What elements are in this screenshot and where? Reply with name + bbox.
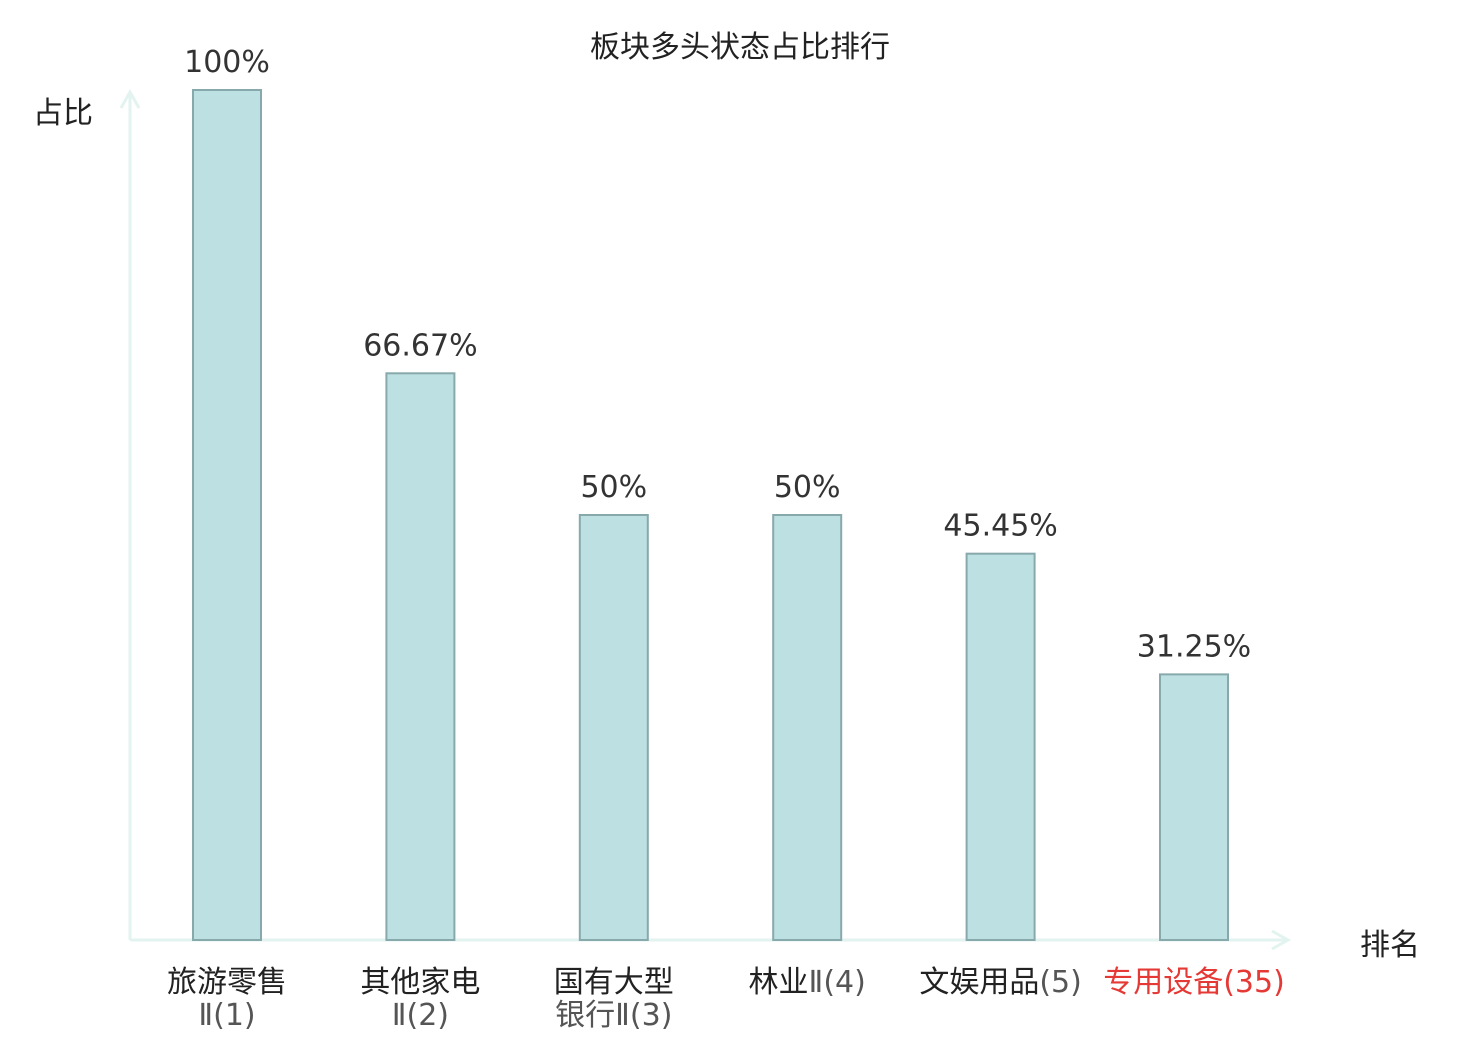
data-label: 50% [774, 470, 841, 505]
category-name: 国有大型 [553, 965, 674, 1000]
category-rank: (35) [1223, 965, 1285, 1000]
bar [192, 89, 262, 941]
bar [578, 514, 649, 941]
category-name: 旅游零售 [167, 965, 287, 1000]
category-name: 其他家电 [360, 965, 481, 1000]
y-axis-arrow [119, 88, 141, 109]
category-label: 专用设备(35) [1094, 966, 1294, 999]
x-axis-arrow [1271, 929, 1292, 951]
category-name: 林业 [748, 965, 809, 1000]
category-name: 文娱用品 [919, 965, 1040, 1000]
category-label: 文娱用品(5) [901, 966, 1101, 999]
x-axis-label: 排名 [1360, 928, 1420, 963]
y-axis-label: 占比 [33, 96, 93, 131]
category-label: 其他家电 Ⅱ(2) [320, 966, 520, 1032]
category-label: 国有大型 银行Ⅱ(3) [514, 966, 714, 1032]
bar [385, 372, 456, 941]
category-rank: (5) [1039, 965, 1082, 1000]
data-label: 31.25% [1137, 629, 1251, 664]
chart-title: 板块多头状态占比排行 [590, 30, 890, 65]
category-label: 旅游零售 Ⅱ(1) [127, 966, 327, 1032]
category-rank: Ⅱ(1) [198, 998, 256, 1033]
category-label: 林业Ⅱ(4) [707, 966, 907, 999]
category-rank: 银行Ⅱ(3) [555, 998, 673, 1033]
bar [1159, 673, 1229, 941]
data-label: 50% [580, 470, 647, 505]
data-label: 45.45% [943, 509, 1057, 544]
category-rank: Ⅱ(4) [808, 965, 866, 1000]
category-name: 专用设备 [1103, 965, 1224, 1000]
bar [772, 514, 843, 941]
category-rank: Ⅱ(2) [391, 998, 450, 1033]
bar [965, 552, 1036, 941]
data-label: 66.67% [363, 328, 477, 363]
data-label: 100% [184, 45, 270, 80]
